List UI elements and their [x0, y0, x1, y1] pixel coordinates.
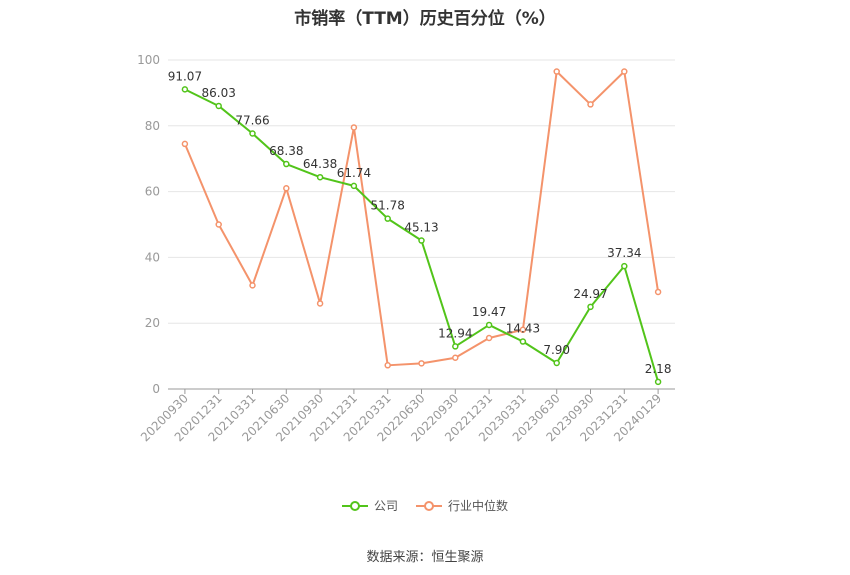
data-label: 61.74: [337, 166, 371, 180]
data-label: 2.18: [645, 362, 672, 376]
data-point: [485, 334, 493, 342]
y-tick-label: 20: [145, 316, 160, 330]
y-tick-label: 100: [137, 53, 160, 67]
data-label: 91.07: [168, 69, 202, 83]
data-point: [316, 173, 324, 181]
legend-label-industry-median: 行业中位数: [448, 499, 509, 513]
data-point: [587, 303, 594, 311]
data-point: [452, 354, 459, 361]
data-point: [553, 68, 560, 75]
series-layer: [181, 68, 662, 386]
data-point: [654, 378, 662, 386]
data-point: [452, 343, 459, 350]
data-point: [519, 338, 527, 345]
data-point: [249, 130, 256, 137]
data-point: [283, 185, 290, 192]
data-point: [384, 215, 391, 222]
data-point: [181, 86, 189, 93]
legend-swatch-industry-median: [416, 500, 442, 511]
grid-layer: [168, 59, 675, 324]
data-point: [621, 262, 628, 270]
axis-layer: 0204060801002020093020201231202103312021…: [137, 53, 675, 444]
data-label: 7.90: [543, 343, 570, 357]
data-label: 64.38: [303, 157, 337, 171]
data-label: 68.38: [269, 144, 303, 158]
data-label: 37.34: [607, 246, 641, 260]
data-label: 51.78: [371, 199, 405, 213]
data-point: [181, 140, 189, 148]
data-point: [249, 282, 256, 289]
data-label: 77.66: [235, 113, 269, 127]
data-point: [350, 124, 358, 131]
data-label: 45.13: [404, 221, 438, 235]
y-tick-label: 40: [145, 250, 160, 264]
data-point: [485, 321, 493, 329]
data-point: [553, 359, 560, 367]
y-tick-label: 80: [145, 119, 160, 133]
y-tick-label: 0: [152, 382, 160, 396]
data-point: [654, 288, 662, 296]
legend: 公司 行业中位数: [0, 497, 850, 514]
data-point: [418, 237, 425, 244]
data-point: [519, 326, 527, 334]
data-label: 86.03: [202, 86, 236, 100]
data-point: [283, 160, 290, 168]
legend-label-company: 公司: [373, 499, 398, 513]
data-point: [215, 221, 222, 228]
data-point: [384, 362, 391, 369]
data-point: [215, 102, 222, 110]
data-label: 14.43: [506, 322, 540, 336]
y-tick-label: 60: [145, 185, 160, 199]
series-line-0: [184, 88, 660, 383]
legend-item-company[interactable]: 公司: [341, 497, 398, 514]
data-point: [350, 182, 358, 190]
data-point: [418, 360, 425, 367]
source-note: 数据来源：恒生聚源: [366, 550, 484, 565]
data-point: [587, 101, 594, 108]
chart-title: 市销率（TTM）历史百分位（%）: [294, 9, 556, 29]
data-point: [621, 68, 628, 75]
data-label: 24.97: [573, 287, 607, 301]
data-point: [316, 300, 324, 307]
data-label: 19.47: [472, 305, 506, 319]
legend-swatch-company: [341, 500, 368, 511]
legend-item-industry-median[interactable]: 行业中位数: [416, 497, 508, 514]
data-label: 12.94: [438, 326, 472, 340]
